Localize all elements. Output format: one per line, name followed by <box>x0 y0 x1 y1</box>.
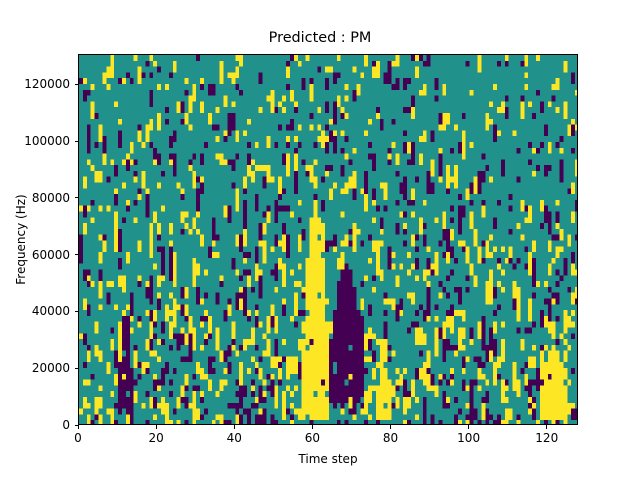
x-tick-label: 40 <box>226 431 242 445</box>
y-axis-label: Frequency (Hz) <box>14 194 28 285</box>
y-tick-mark <box>74 367 78 369</box>
x-tick-label: 20 <box>148 431 164 445</box>
x-axis-label: Time step <box>298 452 358 466</box>
x-tick-mark <box>155 425 157 429</box>
y-tick-label: 100000 <box>24 134 70 149</box>
y-tick-label: 40000 <box>31 304 70 319</box>
y-tick-label: 80000 <box>31 190 70 205</box>
y-tick-label: 60000 <box>31 247 70 262</box>
x-tick-label: 80 <box>382 431 399 445</box>
heatmap-axes <box>78 54 578 425</box>
y-tick-mark <box>74 254 78 256</box>
y-tick-mark <box>74 197 78 199</box>
y-tick-mark <box>74 424 78 426</box>
y-tick-label: 0 <box>62 418 70 432</box>
x-tick-label: 60 <box>304 431 321 445</box>
x-tick-mark <box>233 425 235 429</box>
y-tick-label: 20000 <box>31 361 70 376</box>
x-tick-mark <box>546 425 548 429</box>
x-tick-mark <box>390 425 391 429</box>
chart-title: Predicted : PM <box>268 30 372 46</box>
x-tick-label: 100 <box>457 431 481 445</box>
y-tick-mark <box>74 310 78 312</box>
x-tick-mark <box>311 425 313 429</box>
x-tick-mark <box>77 425 79 429</box>
x-tick-label: 0 <box>74 431 82 445</box>
x-tick-mark <box>468 425 470 429</box>
y-tick-label: 120000 <box>24 77 70 92</box>
y-tick-mark <box>74 140 78 142</box>
x-tick-label: 120 <box>535 431 559 445</box>
y-tick-mark <box>74 83 78 85</box>
heatmap-image <box>79 55 577 424</box>
